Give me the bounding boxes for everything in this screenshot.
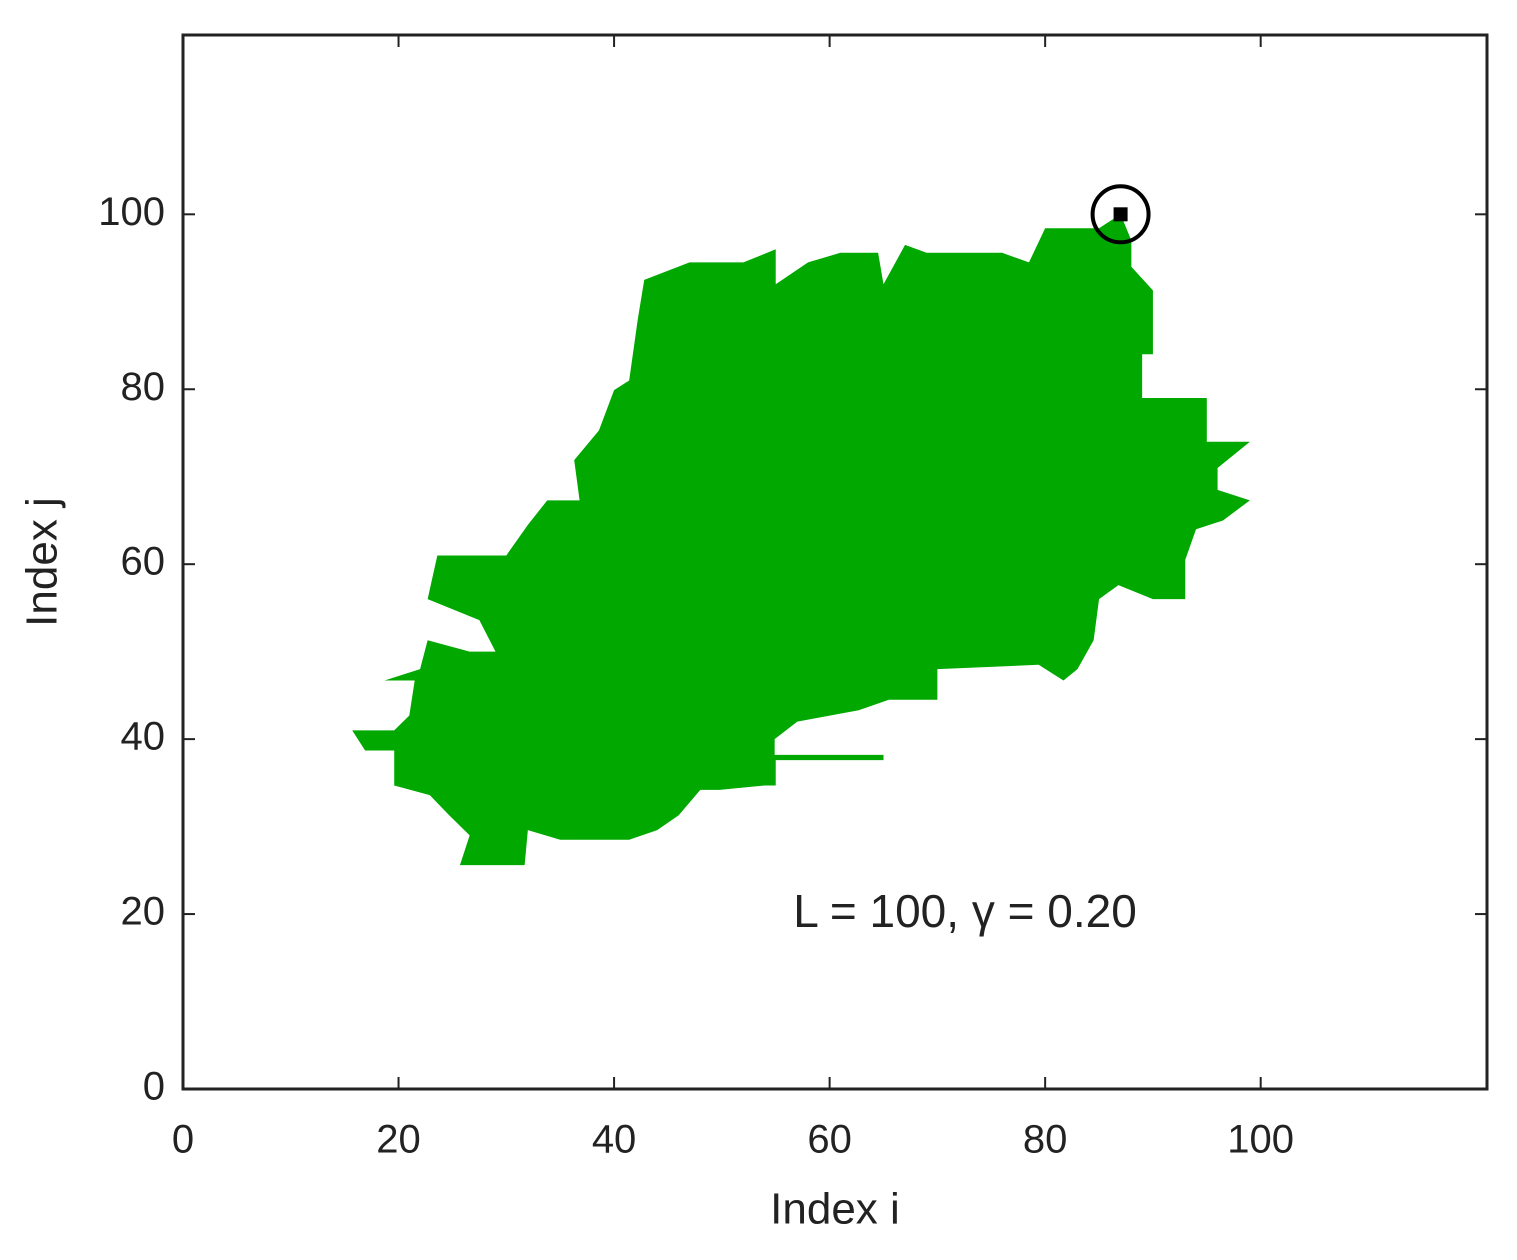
y-tick-label: 0 (143, 1065, 165, 1109)
x-axis-label: Index i (770, 1185, 900, 1234)
y-axis-label: Index j (18, 497, 67, 627)
x-tick-label: 80 (1023, 1118, 1068, 1162)
y-tick-label: 20 (121, 890, 166, 934)
y-tick-label: 100 (98, 190, 165, 234)
annotation: L = 100, γ = 0.20 (793, 885, 1137, 937)
x-tick-label: 60 (807, 1118, 852, 1162)
marked-site-ring (1090, 184, 1151, 245)
y-tick-label: 40 (121, 715, 166, 759)
cluster-area (352, 214, 1250, 866)
y-tick-label: 80 (121, 365, 166, 409)
x-tick-label: 20 (376, 1118, 421, 1162)
x-tick-label: 0 (172, 1118, 194, 1162)
x-tick-label: 100 (1227, 1118, 1294, 1162)
marked-site (1113, 207, 1128, 222)
x-tick-label: 40 (592, 1118, 637, 1162)
y-tick-label: 60 (121, 540, 166, 584)
plot-frame (181, 33, 1489, 1091)
